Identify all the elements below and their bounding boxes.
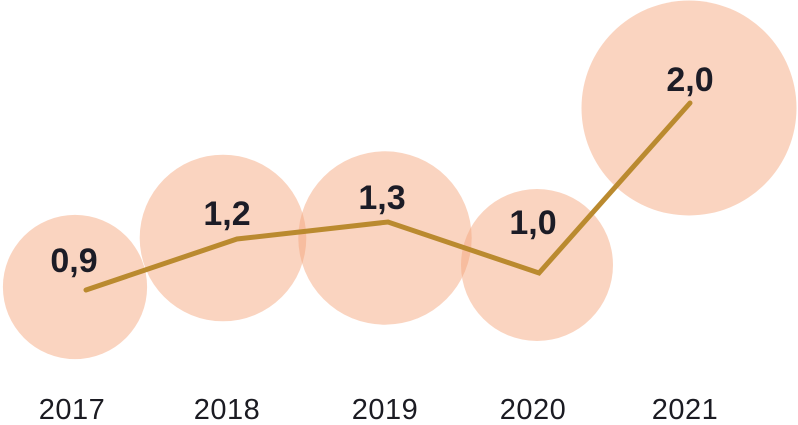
value-label-2017: 0,9 <box>50 242 97 280</box>
x-axis-label-2020: 2020 <box>500 394 567 425</box>
bubble-2021 <box>581 0 797 216</box>
value-label-2020: 1,0 <box>509 204 556 242</box>
value-label-2018: 1,2 <box>203 195 250 233</box>
bubble-2018 <box>139 154 307 322</box>
value-label-2019: 1,3 <box>358 179 405 217</box>
x-axis-label-2021: 2021 <box>652 394 719 425</box>
trend-line <box>83 100 693 293</box>
bubble-2017 <box>2 214 148 360</box>
bubble-2020 <box>461 189 613 341</box>
value-label-2021: 2,0 <box>666 61 713 99</box>
x-axis-label-2019: 2019 <box>352 394 419 425</box>
x-axis-label-2017: 2017 <box>39 394 106 425</box>
x-axis-label-2018: 2018 <box>194 394 261 425</box>
bubble-2019 <box>298 151 472 325</box>
